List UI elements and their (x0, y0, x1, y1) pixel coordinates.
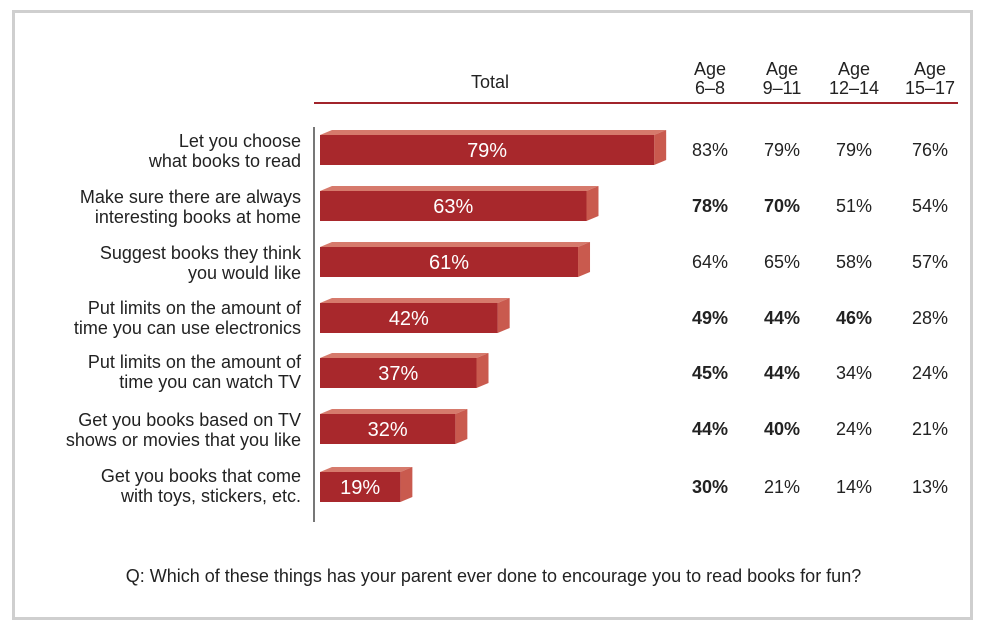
age-value-cell: 76% (911, 140, 949, 160)
bar-top (320, 467, 413, 472)
bar-value-label: 79% (467, 140, 507, 162)
age-value-cell: 83% (691, 140, 729, 160)
age-value-cell: 28% (911, 308, 949, 328)
bar-value-label: 61% (429, 252, 469, 274)
age-value-cell: 24% (911, 363, 949, 383)
bar-side (455, 409, 468, 444)
bar-side (497, 298, 510, 333)
category-label: Put limits on the amount of time you can … (73, 298, 301, 338)
bar-side (578, 242, 591, 277)
bar (320, 472, 401, 502)
age-value-cell: 79% (763, 140, 801, 160)
header-age-6-8: Age 6–8 (693, 59, 727, 98)
age-value-cell: 24% (835, 419, 873, 439)
bar-value-label: 63% (433, 196, 473, 218)
age-value-cell: 40% (763, 419, 801, 439)
category-label: Let you choose what books to read (148, 131, 301, 171)
age-value-cell: 51% (835, 196, 873, 216)
age-value-cell: 44% (691, 419, 729, 439)
age-value-cell: 14% (835, 477, 873, 497)
age-value-cell: 21% (763, 477, 801, 497)
header-total: Total (470, 72, 510, 92)
bar-top (320, 242, 591, 247)
age-value-cell: 46% (835, 308, 873, 328)
question-text: Q: Which of these things has your parent… (125, 566, 862, 586)
category-label: Make sure there are always interesting bo… (79, 187, 301, 227)
age-value-cell: 45% (691, 363, 729, 383)
age-value-cell: 64% (691, 252, 729, 272)
category-label: Suggest books they think you would like (99, 243, 301, 283)
age-value-cell: 65% (763, 252, 801, 272)
age-value-cell: 58% (835, 252, 873, 272)
category-label: Put limits on the amount of time you can … (87, 352, 301, 392)
category-axis (313, 127, 315, 522)
bar (320, 247, 579, 277)
header-age-9-11: Age 9–11 (762, 59, 802, 98)
age-value-cell: 21% (911, 419, 949, 439)
bar (320, 135, 655, 165)
category-label: Get you books based on TV shows or movies… (65, 410, 301, 450)
bar (320, 414, 456, 444)
age-value-cell: 30% (691, 477, 729, 497)
bar (320, 191, 587, 221)
age-value-cell: 79% (835, 140, 873, 160)
age-value-cell: 54% (911, 196, 949, 216)
age-value-cell: 49% (691, 308, 729, 328)
header-age-15-17: Age 15–17 (904, 59, 956, 98)
bar-side (654, 130, 667, 165)
bar (320, 303, 498, 333)
bar-top (320, 298, 510, 303)
bar-top (320, 186, 599, 191)
bar-side (400, 467, 413, 502)
category-label: Get you books that come with toys, sticke… (100, 466, 301, 506)
age-value-cell: 44% (763, 363, 801, 383)
age-value-cell: 57% (911, 252, 949, 272)
age-value-cell: 13% (911, 477, 949, 497)
bar-top (320, 130, 667, 135)
bar-value-label: 19% (340, 477, 380, 499)
age-value-cell: 34% (835, 363, 873, 383)
bar-side (476, 353, 489, 388)
header-rule (314, 102, 958, 104)
header-age-12-14: Age 12–14 (828, 59, 880, 98)
age-value-cell: 70% (763, 196, 801, 216)
bar-value-label: 37% (378, 363, 418, 385)
bar (320, 358, 477, 388)
bar-side (586, 186, 599, 221)
age-value-cell: 78% (691, 196, 729, 216)
bar-top (320, 409, 468, 414)
bar-top (320, 353, 489, 358)
age-value-cell: 44% (763, 308, 801, 328)
bar-value-label: 32% (368, 419, 408, 441)
bar-value-label: 42% (389, 308, 429, 330)
